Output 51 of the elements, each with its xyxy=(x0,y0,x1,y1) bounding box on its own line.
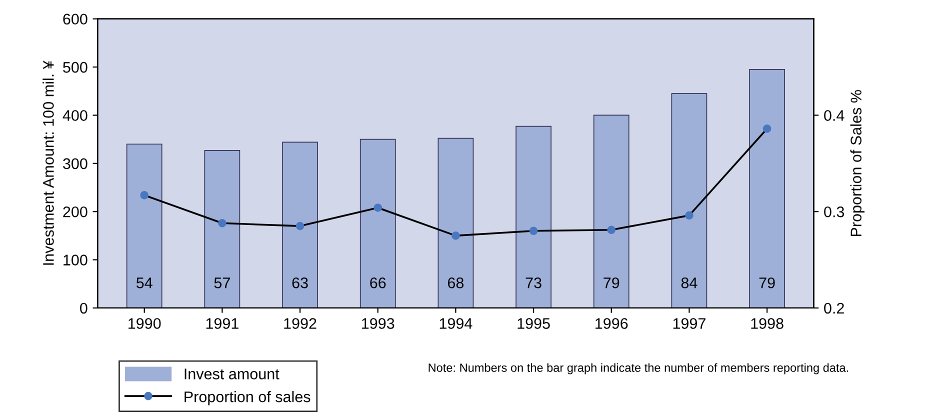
bar xyxy=(360,138,396,308)
annotation: 54 xyxy=(136,278,152,288)
y-tick-label: 100 xyxy=(64,254,88,266)
annotation: 66 xyxy=(370,277,386,288)
x-tick-label: 1992 xyxy=(284,318,316,329)
y-tick-label: 200 xyxy=(63,206,88,218)
annotation: 79 xyxy=(759,277,775,288)
x-tick-label: 1994 xyxy=(440,318,472,329)
x-tick-label: 1995 xyxy=(518,318,550,329)
point xyxy=(762,124,772,133)
y-axis-title: Investment Amount: 100 mil. ¥ xyxy=(42,60,54,265)
y2-tick-label: 0.2 xyxy=(824,302,844,314)
bar xyxy=(204,150,240,308)
text: Note: Numbers on the bar graph indicate the number of members reporting data. xyxy=(428,363,848,374)
x-tick-label: 1991 xyxy=(206,318,238,329)
annotation: 57 xyxy=(214,278,230,288)
y-tick-label: 0 xyxy=(80,302,88,314)
bar xyxy=(671,93,708,308)
bar xyxy=(593,114,630,308)
y-tick-label: 500 xyxy=(63,62,88,73)
legend-label: Invest amount xyxy=(184,368,280,380)
annotation: 79 xyxy=(604,277,620,288)
annotation: 84 xyxy=(681,277,698,288)
legend-label: Proportion of sales xyxy=(184,391,310,406)
point xyxy=(218,218,226,228)
y-tick-label: 300 xyxy=(63,158,88,170)
x-tick-label: 1993 xyxy=(362,318,394,329)
annotation: 68 xyxy=(448,277,464,288)
x-tick-label: 1997 xyxy=(673,318,706,329)
bar xyxy=(282,142,318,308)
y-tick-label: 400 xyxy=(62,110,88,121)
annotation: 73 xyxy=(526,277,542,288)
y2-axis-title: Proportion of Sales % xyxy=(850,90,865,236)
point xyxy=(296,222,304,230)
x-tick-label: 1998 xyxy=(751,318,784,329)
bar xyxy=(438,138,474,308)
point xyxy=(685,211,694,220)
bar xyxy=(749,69,785,308)
y2-tick-label: 0.4 xyxy=(824,110,844,121)
annotation: 63 xyxy=(292,277,308,288)
point xyxy=(529,226,538,236)
x-tick-label: 1990 xyxy=(128,318,161,329)
point xyxy=(140,191,149,200)
x-tick-label: 1996 xyxy=(596,318,628,329)
y2-tick-label: 0.3 xyxy=(824,206,844,218)
point xyxy=(607,226,616,234)
bar xyxy=(516,126,552,308)
point xyxy=(374,204,382,212)
bar xyxy=(126,144,162,308)
point xyxy=(452,232,460,240)
y-tick-label: 600 xyxy=(63,14,88,25)
